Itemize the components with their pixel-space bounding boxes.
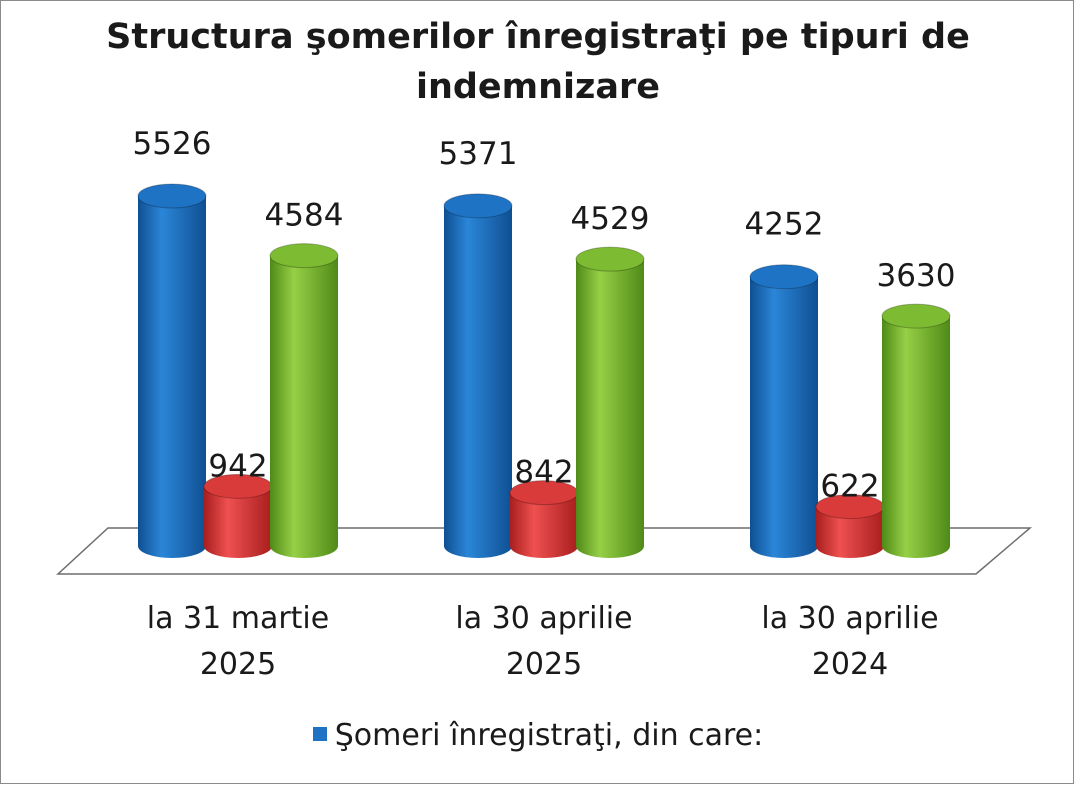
bar-cap-series-1-cat-1 [137, 183, 207, 209]
bar-series-3-cat-3 [882, 316, 950, 558]
legend: Şomeri înregistraţi, din care: [0, 718, 1076, 753]
legend-label: Şomeri înregistraţi, din care: [334, 718, 764, 753]
data-label-series-3-cat-3: 3630 [877, 258, 956, 294]
bars-group [137, 183, 951, 559]
category-label-2: la 30 aprilie 2025 [455, 601, 633, 682]
bar-cap-series-1-cat-2 [443, 193, 513, 219]
chart-title: Structura şomerilor înregistraţi pe tipu… [106, 17, 970, 107]
category-label-3: la 30 aprilie 2024 [761, 601, 939, 682]
data-label-series-1-cat-3: 4252 [745, 207, 824, 243]
bar-series-3-cat-1 [270, 255, 338, 559]
bar-series-2-cat-2 [510, 492, 578, 558]
bar-cap-series-3-cat-3 [881, 303, 951, 329]
bar-series-3-cat-2 [576, 259, 644, 558]
bar-series-2-cat-3 [816, 506, 884, 558]
data-labels-group: 5526 5371 4252 942 842 622 4584 4529 3630 [133, 126, 956, 505]
data-label-series-2-cat-1: 942 [208, 448, 267, 484]
legend-swatch-blue [312, 726, 327, 741]
bar-series-1-cat-1 [138, 196, 206, 558]
data-label-series-1-cat-2: 5371 [439, 136, 518, 172]
data-label-series-3-cat-2: 4529 [571, 201, 650, 237]
bar-cap-series-3-cat-1 [269, 243, 339, 269]
data-label-series-1-cat-1: 5526 [133, 126, 212, 162]
bar-cap-series-1-cat-3 [749, 264, 819, 290]
category-label-1: la 31 martie 2025 [146, 601, 330, 682]
bar-series-1-cat-3 [750, 276, 818, 558]
bar-series-2-cat-1 [204, 486, 272, 558]
data-label-series-2-cat-2: 842 [514, 455, 573, 491]
bar-series-1-cat-2 [444, 205, 512, 558]
data-label-series-2-cat-3: 622 [820, 469, 879, 505]
bar-cap-series-3-cat-2 [575, 246, 645, 272]
data-label-series-3-cat-1: 4584 [265, 198, 344, 234]
